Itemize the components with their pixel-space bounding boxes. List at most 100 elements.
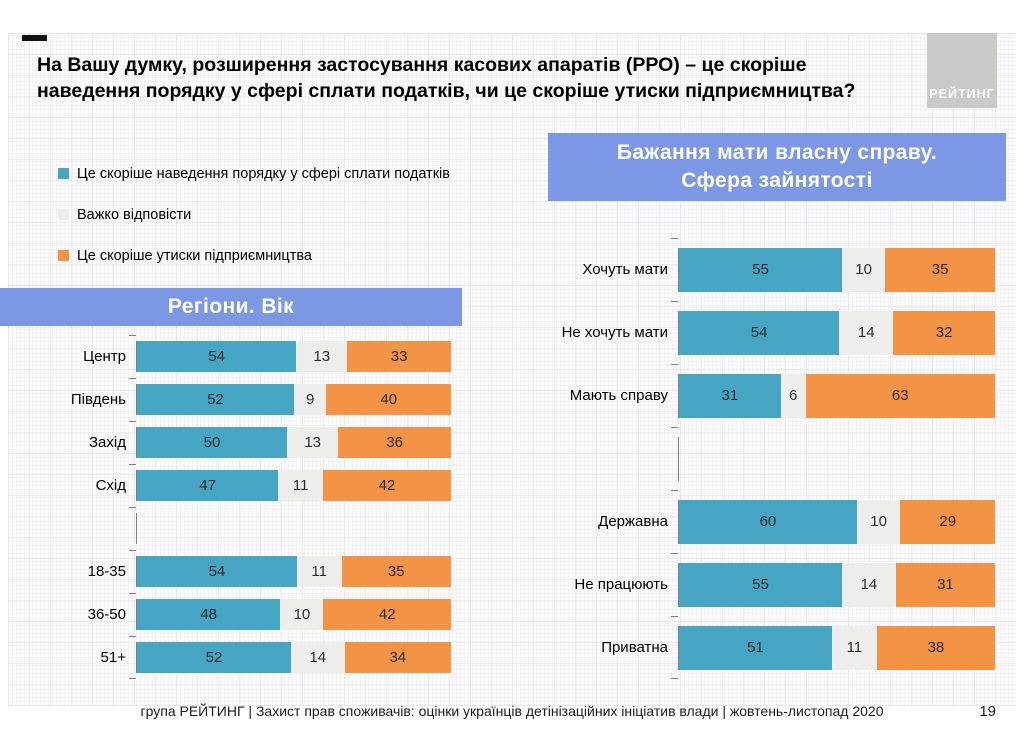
legend-label: Це скоріше наведення порядку у сфері спл…	[77, 165, 450, 182]
bar-value: 63	[891, 387, 909, 404]
bar-segment: 48	[137, 599, 281, 630]
banner-regions-age: Регіони. Вік	[0, 288, 462, 326]
legend-item-hard-to-say: Важко відповісти	[58, 206, 450, 223]
legend-label: Це скоріше утиски підприємництва	[77, 247, 312, 264]
bar-segment: 11	[278, 470, 323, 501]
legend-swatch-gray	[58, 209, 69, 220]
bar-value: 6	[788, 387, 798, 404]
bar-segment: 35	[341, 556, 451, 587]
bar-segment: 32	[893, 310, 995, 355]
bar-segment: 31	[895, 562, 995, 607]
bar-group: 50 13 36	[136, 427, 451, 458]
chart-row: Приватна 51 11 38	[560, 616, 997, 679]
bar-segment: 14	[841, 562, 896, 607]
chart-row: 36-50 48 10 42	[32, 593, 453, 636]
category-label: Не працюють	[574, 576, 668, 593]
bar-group: 51 11 38	[678, 625, 995, 670]
chart-row: Хочуть мати 55 10 35	[560, 238, 997, 301]
bar-value: 14	[860, 576, 878, 593]
axis-tick	[129, 464, 136, 465]
bar-value: 42	[378, 477, 396, 494]
chart-row: Південь 52 9 40	[32, 378, 453, 421]
chart-row: 18-35 54 11 35	[32, 550, 453, 593]
chart-business-employment: Хочуть мати 55 10 35 Не хочуть мати 54 14 32 Маю…	[560, 238, 997, 679]
bar-value: 13	[304, 434, 321, 451]
bar-value: 14	[309, 649, 327, 666]
bar-segment: 13	[286, 427, 339, 458]
bar-value: 33	[390, 348, 408, 365]
bar-value: 9	[306, 391, 315, 408]
banner-business-employment: Бажання мати власну справу. Сфера зайнят…	[548, 133, 1006, 201]
category-label: Не хочуть мати	[561, 324, 668, 341]
bar-group: 47 11 42	[136, 470, 451, 501]
axis-tick	[129, 335, 136, 336]
bar-group: 52 9 40	[136, 384, 451, 415]
bar-segment: 54	[137, 341, 297, 372]
bar-segment: 10	[856, 499, 901, 544]
bar-segment: 42	[323, 470, 451, 501]
chart-row: Захід 50 13 36	[32, 421, 453, 464]
bar-value: 42	[378, 606, 396, 623]
group-spacer-row	[560, 427, 997, 490]
axis-tick	[129, 507, 136, 508]
bar-value: 35	[387, 563, 405, 580]
group-spacer-row	[32, 507, 453, 550]
bar-group: 55 10 35	[678, 247, 995, 292]
axis-tick	[129, 678, 136, 679]
legend-item-order: Це скоріше наведення порядку у сфері спл…	[58, 165, 450, 182]
axis-tick	[671, 678, 678, 679]
bar-value: 29	[939, 513, 957, 530]
bar-value: 32	[935, 324, 953, 341]
category-label: Державна	[598, 513, 668, 530]
bar-group: 31 6 63	[678, 373, 995, 418]
bar-value: 10	[855, 261, 872, 278]
bar-value: 11	[292, 477, 309, 494]
bar-value: 40	[380, 391, 398, 408]
legend-item-oppression: Це скоріше утиски підприємництва	[58, 247, 450, 264]
legend-swatch-teal	[58, 168, 69, 179]
bar-group: 52 14 34	[136, 642, 451, 673]
bar-segment: 52	[137, 384, 294, 415]
category-label: 18-35	[87, 563, 126, 580]
axis-tick	[671, 427, 678, 428]
axis-tick	[671, 490, 678, 491]
axis-tick	[129, 636, 136, 637]
bar-segment: 38	[876, 625, 995, 670]
bar-value: 11	[311, 563, 327, 580]
bar-segment: 13	[296, 341, 348, 372]
category-label: Приватна	[601, 639, 668, 656]
bar-value: 38	[927, 639, 945, 656]
bar-value: 47	[199, 477, 216, 494]
bar-segment: 54	[137, 556, 297, 587]
chart-row: Мають справу 31 6 63	[560, 364, 997, 427]
bar-segment: 52	[137, 642, 291, 673]
legend-swatch-orange	[58, 250, 69, 261]
axis-tick	[671, 238, 678, 239]
bar-value: 14	[857, 324, 875, 341]
category-label: Центр	[83, 348, 126, 365]
bar-segment: 55	[679, 562, 842, 607]
bar-value: 55	[752, 261, 769, 278]
category-label: Схід	[95, 477, 126, 494]
bar-value: 11	[846, 639, 863, 656]
bar-segment: 31	[679, 373, 781, 418]
bar-segment: 14	[290, 642, 345, 673]
chart-regions-age: Центр 54 13 33 Південь 52 9 40 Захід 50 13 36 Схід 47…	[32, 335, 453, 679]
category-label: 36-50	[87, 606, 126, 623]
category-label: Хочуть мати	[582, 261, 668, 278]
category-label: Захід	[89, 434, 126, 451]
bar-value: 35	[931, 261, 949, 278]
chart-row: Не хочуть мати 54 14 32	[560, 301, 997, 364]
bar-segment: 33	[347, 341, 451, 372]
chart-row: Схід 47 11 42	[32, 464, 453, 507]
bar-value: 55	[752, 576, 769, 593]
page-title: На Вашу думку, розширення застосування к…	[37, 54, 856, 102]
page-number: 19	[979, 703, 996, 720]
bar-value: 52	[205, 649, 223, 666]
bar-segment: 35	[885, 247, 995, 292]
bar-value: 52	[207, 391, 224, 408]
banner-line-1: Бажання мати власну справу.	[616, 141, 938, 164]
legend-label: Важко відповісти	[77, 206, 192, 223]
bar-group: 48 10 42	[136, 599, 451, 630]
bar-value: 54	[208, 348, 225, 365]
